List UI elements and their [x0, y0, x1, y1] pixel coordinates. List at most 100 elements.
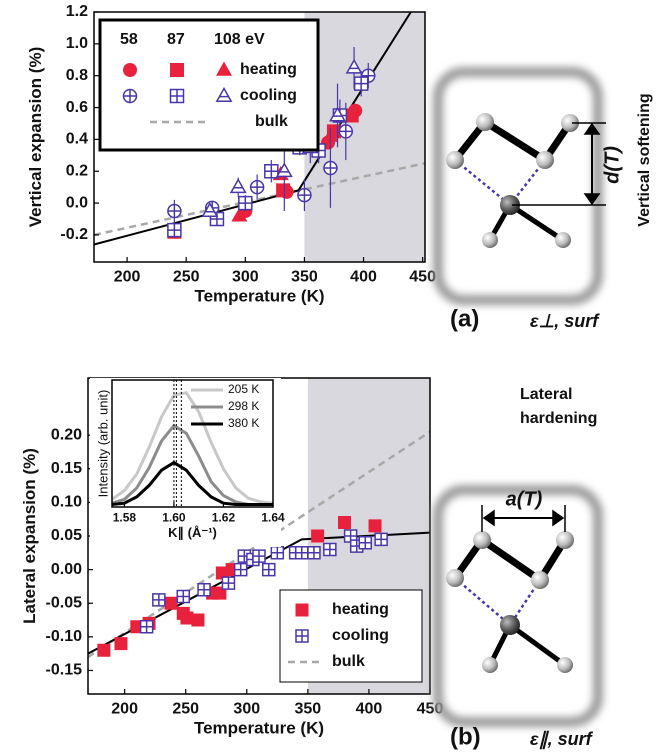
marker — [152, 593, 166, 607]
x-tick-label: 1.60 — [162, 511, 186, 525]
marker — [295, 629, 309, 643]
y-tick-label: -0.05 — [46, 594, 83, 611]
marker — [276, 183, 291, 198]
y-axis-label: Vertical expansion (%) — [26, 47, 45, 227]
x-tick-label: 450 — [409, 268, 436, 285]
marker — [180, 611, 194, 625]
x-tick-label: 300 — [233, 700, 260, 717]
symbol-label: ε⊥, surf — [530, 311, 600, 331]
x-tick-label: 250 — [172, 700, 199, 717]
y-tick-label: 0.10 — [51, 494, 82, 511]
marker — [176, 589, 191, 604]
marker — [344, 108, 359, 123]
y-tick-label: 0.4 — [66, 131, 88, 148]
marker — [233, 562, 248, 577]
x-tick-label: 200 — [111, 700, 138, 717]
legend-label: 380 K — [228, 416, 259, 430]
marker — [97, 643, 111, 657]
x-tick-label: 400 — [356, 700, 383, 717]
spectrum-line — [111, 460, 273, 506]
marker — [295, 603, 309, 617]
dimension — [512, 122, 606, 206]
y-tick-label: -0.10 — [46, 628, 83, 645]
y-tick-label: 0.20 — [51, 426, 82, 443]
plot-frame — [93, 11, 426, 263]
marker — [114, 637, 128, 651]
dimension — [481, 505, 566, 532]
symbol-label: ε∥, surf — [530, 729, 594, 750]
x-tick-label: 200 — [114, 268, 141, 285]
x-tick-label: 1.62 — [212, 511, 236, 525]
marker — [229, 178, 247, 194]
legend-column: 87 — [167, 31, 185, 48]
marker — [338, 124, 354, 139]
frame — [433, 485, 603, 727]
marker — [139, 620, 154, 634]
x-tick-label: 350 — [291, 268, 318, 285]
x-tick-label: 1.64 — [261, 511, 285, 525]
marker — [238, 195, 253, 211]
marker — [323, 542, 337, 557]
atoms — [446, 531, 574, 673]
x-tick-label: 400 — [350, 268, 377, 285]
marker — [374, 532, 388, 547]
plot-frame — [111, 379, 274, 508]
marker — [191, 613, 205, 627]
marker — [215, 61, 233, 76]
side-label: Lateral — [520, 386, 572, 403]
marker — [221, 576, 236, 590]
diagram-a: d(T) Vertical softening (a) ε⊥, surf — [433, 67, 653, 332]
x-tick-label: 250 — [173, 268, 200, 285]
y-tick-label: 1.2 — [66, 3, 88, 20]
marker — [249, 179, 265, 195]
y-tick-label: 0.00 — [51, 561, 82, 578]
x-axis-label: Temperature (K) — [194, 287, 324, 306]
y-tick-label: 0.2 — [66, 162, 88, 179]
legend-label: heating — [240, 61, 297, 78]
marker — [122, 63, 138, 77]
marker — [252, 549, 266, 563]
y-tick-label: 1.0 — [66, 35, 88, 52]
bonds — [451, 118, 574, 243]
marker — [169, 88, 185, 104]
side-label: Vertical softening — [636, 93, 653, 226]
marker — [122, 88, 138, 104]
legend-label: bulk — [255, 113, 288, 130]
legend-label: bulk — [332, 653, 365, 670]
y-tick-label: 0.15 — [51, 460, 82, 477]
marker — [201, 202, 219, 217]
marker — [311, 529, 325, 543]
marker — [262, 562, 276, 577]
legend-label: heating — [332, 601, 389, 618]
legend-label: 298 K — [228, 399, 259, 413]
reference-line — [93, 162, 426, 237]
legend-label: cooling — [240, 87, 297, 104]
dimension-label: a(T) — [506, 488, 543, 510]
panel-label: (b) — [450, 723, 481, 750]
y-tick-label: -0.15 — [46, 662, 83, 679]
marker — [353, 76, 369, 91]
bonds — [451, 536, 569, 668]
marker — [323, 160, 338, 176]
marker — [295, 546, 309, 560]
x-tick-label: 300 — [232, 268, 259, 285]
x-axis-label: K∥ (Å⁻¹) — [168, 525, 217, 541]
weak-bonds — [454, 159, 546, 206]
y-tick-label: -0.2 — [60, 226, 88, 243]
legend-column: 108 eV — [214, 31, 265, 48]
marker — [215, 86, 233, 102]
marker — [264, 163, 279, 179]
atoms — [446, 113, 579, 248]
dimension-label: d(T) — [601, 146, 623, 184]
legend-label: cooling — [332, 627, 389, 644]
marker — [231, 207, 248, 222]
y-axis-label: Intensity (arb. unit) — [95, 390, 110, 498]
marker — [329, 106, 346, 122]
marker — [270, 546, 285, 560]
marker — [368, 519, 382, 533]
y-axis-label: Lateral expansion (%) — [20, 448, 39, 624]
marker — [197, 583, 211, 597]
marker — [307, 546, 321, 560]
y-tick-label: 0.0 — [66, 194, 88, 211]
weak-bonds — [454, 577, 542, 626]
